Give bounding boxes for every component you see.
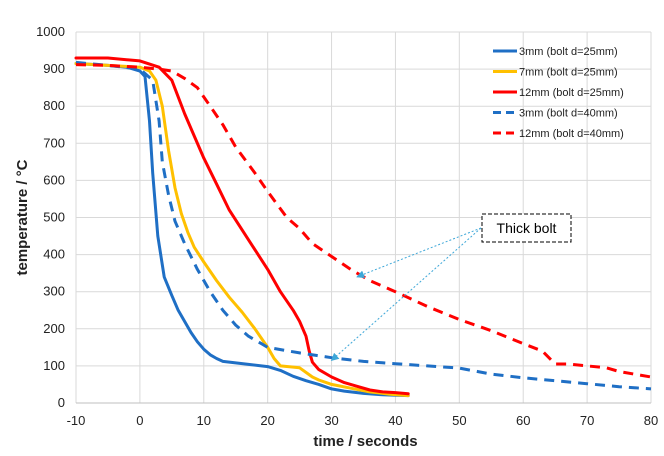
- series-line-2: [74, 56, 410, 396]
- legend-label-0: 3mm (bolt d=25mm): [519, 46, 618, 58]
- y-tick-label: 600: [43, 172, 65, 187]
- y-tick-label: 0: [58, 395, 65, 410]
- x-tick-label: -10: [67, 413, 86, 428]
- legend-label-2: 12mm (bolt d=25mm): [519, 87, 624, 99]
- y-tick-label: 200: [43, 321, 65, 336]
- x-tick-label: 30: [324, 413, 338, 428]
- annotation-arrow: [330, 227, 482, 361]
- y-tick-label: 800: [43, 98, 65, 113]
- x-tick-label: 80: [644, 413, 658, 428]
- annotation-group: Thick bolt: [330, 213, 572, 361]
- legend-label-3: 3mm (bolt d=40mm): [519, 108, 618, 120]
- x-tick-label: 40: [388, 413, 402, 428]
- series-line-1: [74, 62, 410, 398]
- y-tick-label: 1000: [36, 24, 65, 39]
- grid: [75, 31, 652, 404]
- series-line-4: [75, 63, 652, 379]
- annotation-box: [481, 213, 572, 243]
- y-tick-label: 900: [43, 61, 65, 76]
- y-tick-label: 100: [43, 358, 65, 373]
- x-tick-label: 70: [580, 413, 594, 428]
- y-tick-label: 300: [43, 284, 65, 299]
- series-line-3: [75, 60, 652, 391]
- x-tick-label: 60: [516, 413, 530, 428]
- series-group: [74, 56, 652, 398]
- y-tick-label: 500: [43, 210, 65, 225]
- annotation-text: Thick bolt: [497, 220, 557, 236]
- x-axis-title: time / seconds: [313, 433, 417, 450]
- x-tick-label: 20: [260, 413, 274, 428]
- y-tick-label: 700: [43, 135, 65, 150]
- y-axis-title: temperature / °C: [14, 159, 31, 275]
- legend-label-4: 12mm (bolt d=40mm): [519, 128, 624, 140]
- series-line-0: [74, 62, 410, 398]
- legend: 3mm (bolt d=25mm) 7mm (bolt d=25mm) 12mm (…: [493, 46, 624, 140]
- y-tick-label: 400: [43, 247, 65, 262]
- x-tick-label: 50: [452, 413, 466, 428]
- legend-label-1: 7mm (bolt d=25mm): [519, 67, 618, 79]
- annotation-arrow: [356, 227, 482, 279]
- x-tick-label: 10: [197, 413, 211, 428]
- x-tick-label: 0: [136, 413, 143, 428]
